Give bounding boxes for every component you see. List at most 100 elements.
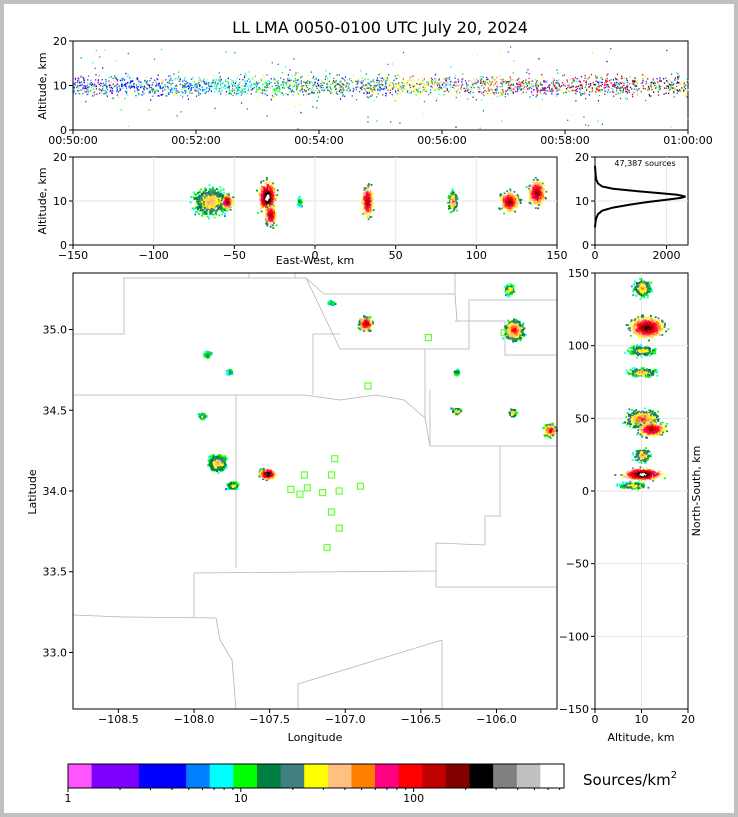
source-point	[185, 89, 187, 91]
source-point	[272, 95, 275, 98]
source-point	[482, 93, 484, 96]
source-point	[587, 78, 589, 80]
source-point	[307, 93, 310, 95]
source-point	[146, 80, 148, 82]
source-point	[350, 80, 352, 82]
source-point	[280, 84, 282, 86]
source-point	[325, 70, 327, 72]
source-point	[194, 89, 196, 91]
source-point	[317, 79, 319, 82]
source-point	[270, 98, 272, 101]
source-point	[412, 82, 414, 84]
source-cell	[269, 185, 272, 187]
source-point	[444, 85, 446, 87]
source-point	[598, 94, 600, 97]
source-point	[351, 81, 353, 84]
source-point	[204, 92, 206, 94]
source-point	[525, 79, 527, 81]
source-cell	[298, 196, 301, 198]
source-point	[240, 86, 242, 89]
source-point	[434, 80, 436, 83]
source-point	[410, 89, 412, 91]
source-point	[353, 88, 355, 90]
source-point	[636, 87, 638, 90]
source-point	[442, 90, 444, 92]
source-point	[363, 85, 366, 87]
source-point	[516, 79, 519, 81]
source-point	[176, 85, 178, 87]
source-point	[472, 91, 474, 94]
source-point	[679, 82, 681, 85]
source-point	[233, 85, 236, 87]
source-point	[680, 84, 682, 86]
source-point	[572, 80, 574, 82]
source-point	[318, 84, 320, 86]
source-point	[579, 81, 582, 83]
source-cell	[265, 222, 267, 225]
source-point	[238, 83, 240, 85]
source-point	[373, 84, 375, 86]
source-point	[222, 82, 224, 84]
source-point	[151, 88, 153, 90]
source-point	[575, 89, 577, 91]
source-point	[169, 79, 171, 81]
source-point	[125, 84, 127, 86]
source-point	[575, 92, 577, 95]
source-point	[669, 89, 671, 91]
source-point	[298, 80, 300, 82]
source-point	[603, 87, 605, 89]
source-point	[166, 85, 168, 87]
source-point	[339, 80, 341, 82]
source-point	[359, 80, 361, 83]
y-tick-label: 10	[53, 80, 67, 93]
source-point	[381, 77, 383, 79]
source-point	[679, 90, 682, 92]
source-point	[574, 76, 576, 79]
source-cell	[267, 195, 270, 198]
source-point	[321, 89, 323, 91]
source-point	[626, 81, 628, 84]
source-point	[568, 90, 570, 93]
source-cell	[223, 191, 225, 194]
source-cell	[213, 216, 216, 219]
source-point	[536, 89, 538, 92]
source-point	[559, 86, 561, 88]
source-point	[486, 76, 488, 79]
source-point	[576, 90, 578, 93]
source-point	[398, 84, 401, 87]
source-point	[187, 82, 189, 84]
source-point	[315, 78, 318, 80]
source-point	[102, 67, 104, 69]
source-point	[438, 78, 440, 80]
source-point	[457, 81, 459, 83]
source-cell	[502, 196, 505, 199]
source-cell	[511, 203, 513, 206]
source-point	[203, 78, 205, 80]
source-point	[304, 84, 306, 87]
source-point	[312, 92, 314, 94]
source-point	[636, 92, 638, 95]
source-point	[140, 81, 142, 83]
source-point	[377, 88, 379, 91]
source-point	[330, 92, 332, 95]
source-point	[121, 79, 123, 81]
source-point	[482, 76, 484, 78]
source-point	[445, 82, 447, 85]
source-point	[99, 84, 102, 87]
source-point	[98, 89, 101, 92]
source-point	[655, 81, 657, 83]
source-point	[509, 79, 511, 81]
source-point	[616, 81, 618, 84]
source-point	[623, 87, 625, 89]
source-point	[101, 91, 103, 94]
source-cell	[189, 201, 192, 203]
source-cell	[196, 206, 199, 208]
source-point	[126, 91, 128, 94]
source-point	[232, 88, 234, 91]
source-point	[666, 85, 668, 87]
source-cell	[368, 206, 370, 208]
source-point	[158, 82, 160, 84]
source-point	[682, 92, 685, 94]
source-cell	[215, 197, 218, 200]
source-point	[106, 91, 108, 94]
